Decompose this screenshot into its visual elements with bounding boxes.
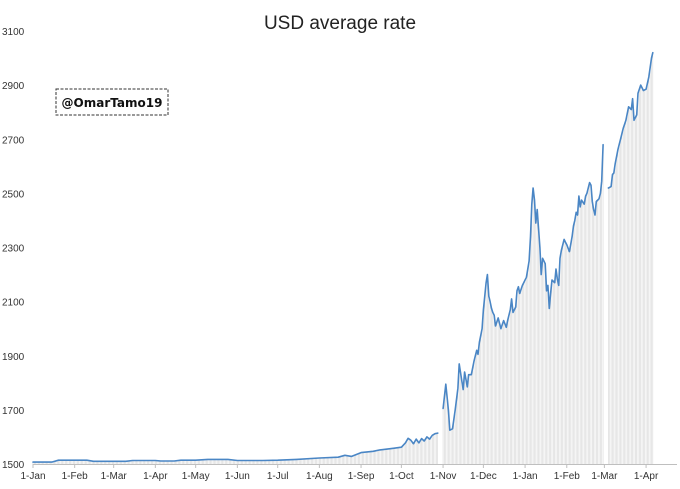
series-line-segment <box>442 143 604 431</box>
x-tick-label: 1-Mar <box>591 471 618 482</box>
series-line-segment <box>607 51 654 189</box>
watermark-text: @OmarTamo19 <box>62 96 163 110</box>
x-tick-label: 1-Apr <box>143 471 168 482</box>
chart-title: USD average rate <box>264 13 416 34</box>
y-tick-label: 2300 <box>2 244 25 255</box>
x-tick-label: 1-May <box>182 471 210 482</box>
y-tick-label: 1900 <box>2 352 25 363</box>
x-tick-label: 1-Apr <box>634 471 659 482</box>
y-tick-label: 2100 <box>2 298 25 309</box>
watermark: @OmarTamo19 <box>55 88 169 116</box>
x-tick-label: 1-Feb <box>554 471 581 482</box>
x-tick-label: 1-Aug <box>306 471 333 482</box>
x-tick-label: 1-Nov <box>430 471 457 482</box>
x-tick-label: 1-Jun <box>225 471 250 482</box>
y-tick-label: 1700 <box>2 406 25 417</box>
y-tick-label: 2900 <box>2 81 25 92</box>
y-tick-label: 2700 <box>2 135 25 146</box>
series-line-segment <box>32 432 439 463</box>
x-tick-label: 1-Jul <box>267 471 289 482</box>
axes: 1500 1700 1900 2100 2300 2500 2700 2900 3100 1-Ja… <box>2 27 677 482</box>
x-tick-label: 1-Mar <box>101 471 128 482</box>
watermark-frame <box>55 88 169 116</box>
y-tick-label: 1500 <box>2 460 25 471</box>
x-tick-label: 1-Jan <box>513 471 538 482</box>
x-tick-label: 1-Oct <box>389 471 414 482</box>
y-tick-label: 2500 <box>2 189 25 200</box>
series-line <box>32 51 654 463</box>
y-tick-label: 3100 <box>2 27 25 38</box>
x-tick-label: 1-Sep <box>348 471 375 482</box>
x-tick-label: 1-Jan <box>20 471 45 482</box>
x-tick-label: 1-Dec <box>470 471 497 482</box>
x-tick-label: 1-Feb <box>62 471 89 482</box>
